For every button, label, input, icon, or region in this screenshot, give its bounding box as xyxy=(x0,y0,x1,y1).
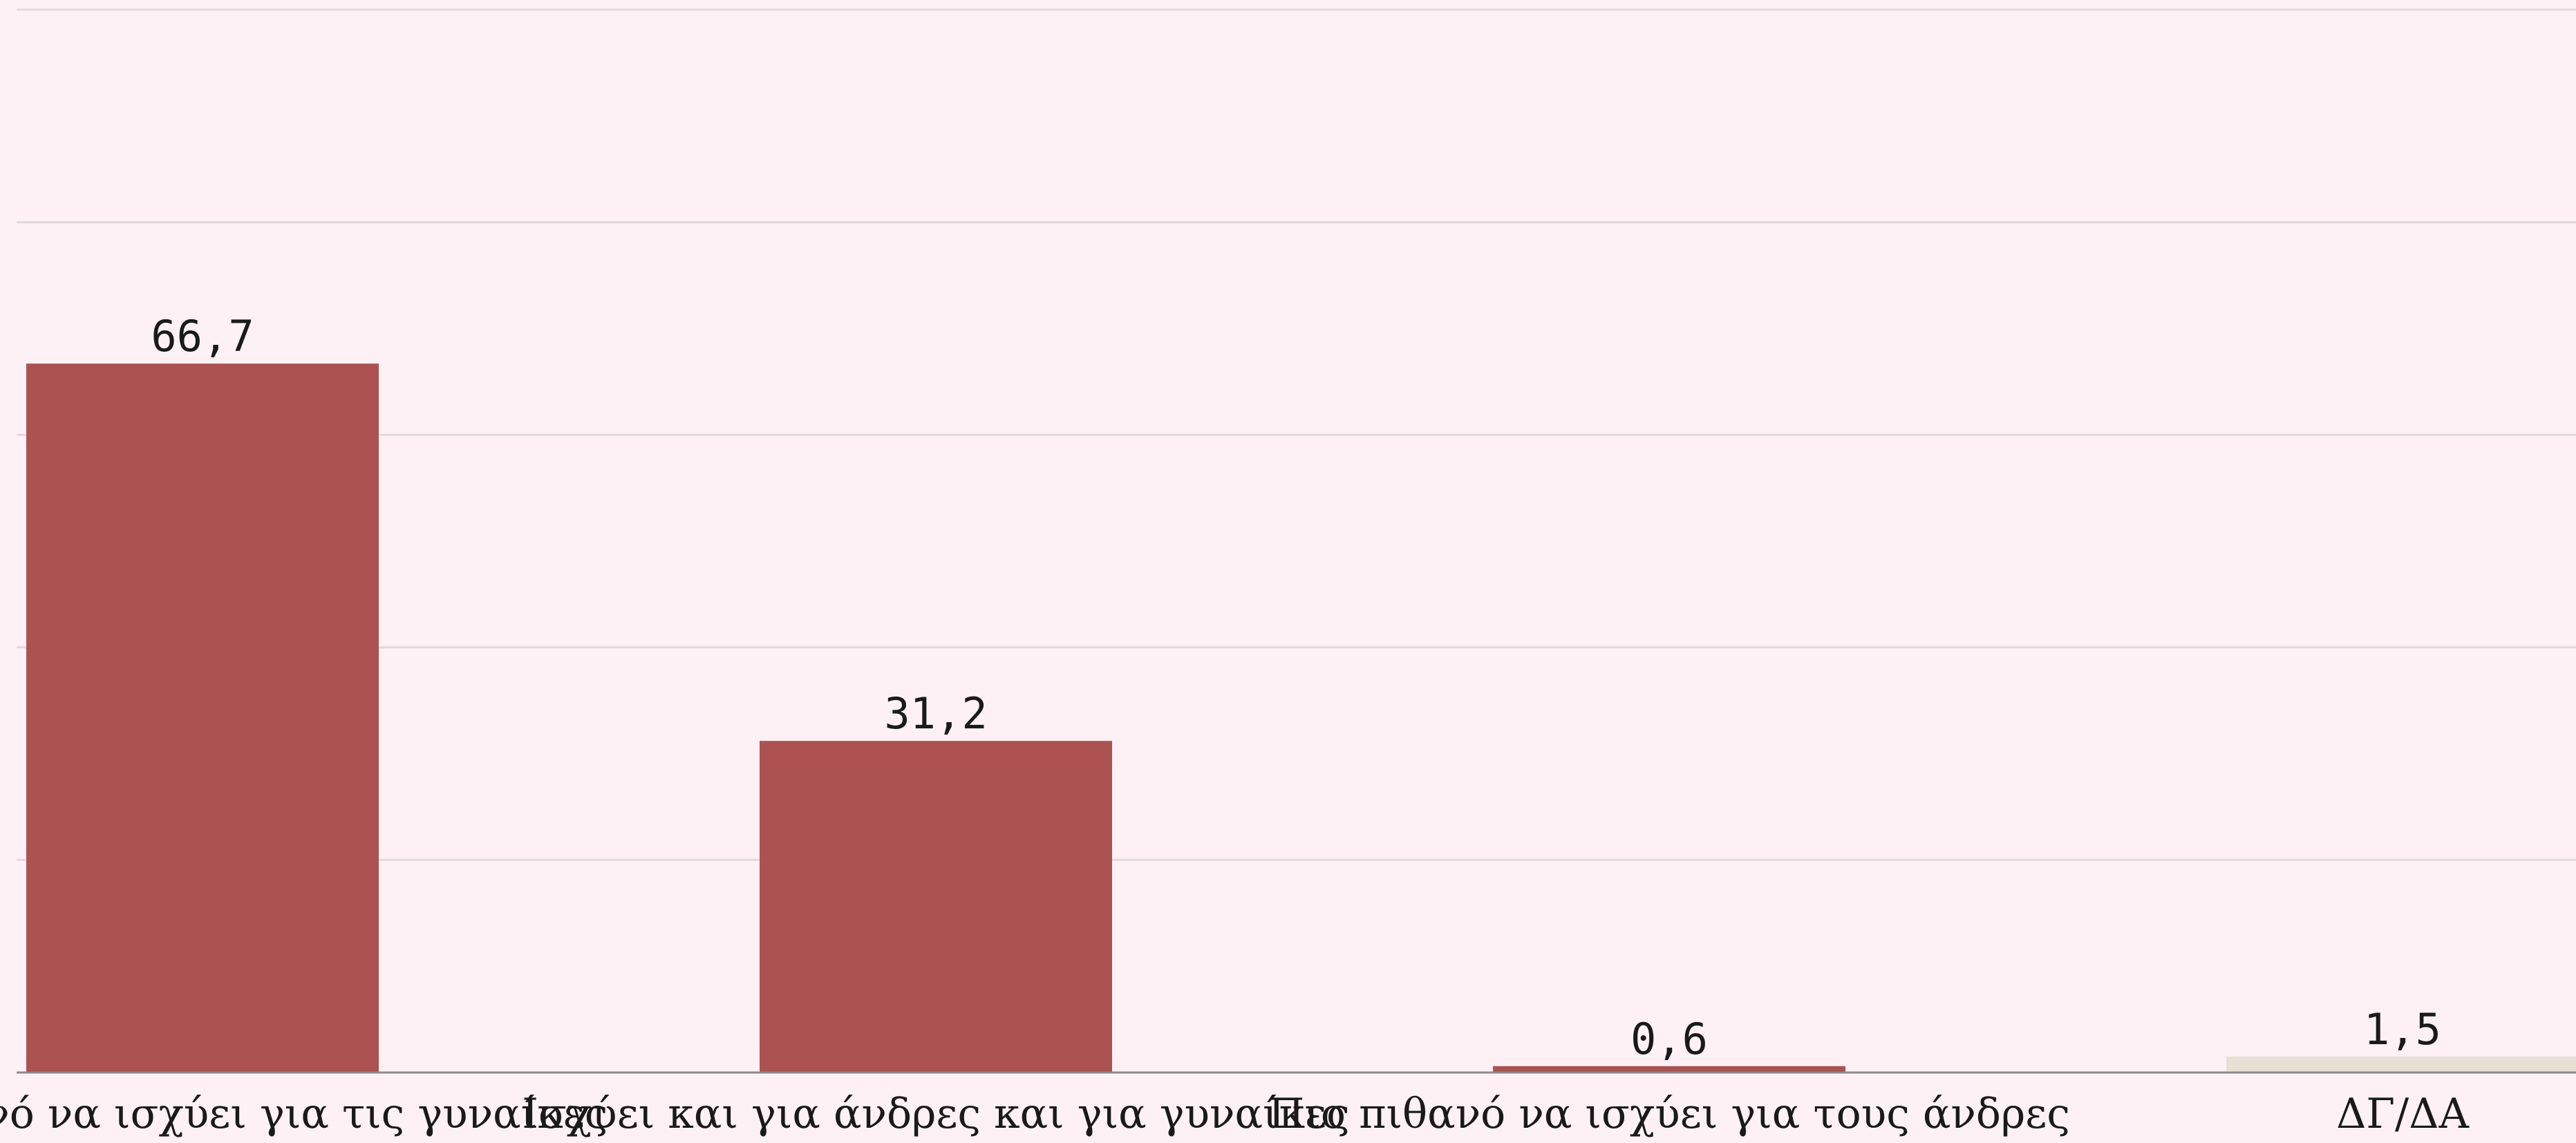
category-label: ΔΓ/ΔΑ xyxy=(2336,1090,2470,1138)
value-label: 31,2 xyxy=(884,688,987,739)
bars xyxy=(26,363,2576,1073)
value-label: 66,7 xyxy=(151,311,254,361)
value-label: 1,5 xyxy=(2364,1004,2441,1055)
category-labels: Πιο πιθανό να ισχύει για τις γυναίκεςΙσχ… xyxy=(0,1090,2470,1138)
bar xyxy=(760,741,1112,1073)
category-label: Πιο πιθανό να ισχύει για τους άνδρες xyxy=(1268,1090,2070,1138)
gridlines xyxy=(17,8,2576,861)
bar xyxy=(1493,1066,1845,1073)
category-label: Ισχύει και για άνδρες και για γυναίκες xyxy=(522,1090,1350,1138)
category-label: Πιο πιθανό να ισχύει για τις γυναίκες xyxy=(0,1090,608,1138)
bar xyxy=(26,363,379,1073)
bar xyxy=(2226,1056,2576,1073)
value-label: 0,6 xyxy=(1630,1014,1708,1064)
value-labels: 66,7 31,2 0,6 1,5 xyxy=(151,311,2441,1064)
